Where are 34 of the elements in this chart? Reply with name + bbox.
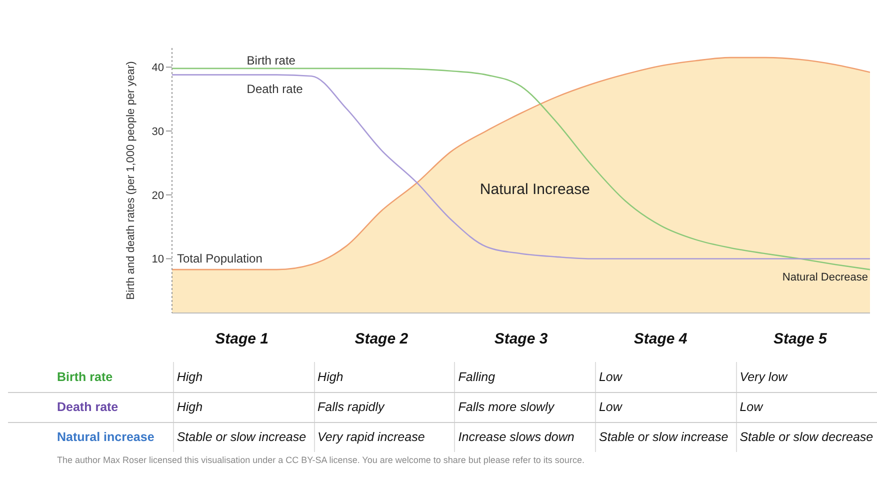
text: High xyxy=(173,392,314,422)
series-label: Birth rate xyxy=(246,53,296,68)
text: Falls rapidly xyxy=(314,392,455,422)
annotation: Natural Decrease xyxy=(782,272,868,284)
text: Low xyxy=(736,392,877,422)
annotation: Natural Increase xyxy=(480,180,590,198)
text: Very low xyxy=(736,362,877,392)
x-tick-label: Stage 1 xyxy=(215,330,268,348)
y-tick-label: 20 xyxy=(152,190,164,202)
text: Natural increase xyxy=(56,429,156,446)
series-label: Death rate xyxy=(246,82,304,96)
series-label: Total Population xyxy=(177,251,262,266)
y-tick-label: 10 xyxy=(152,254,164,266)
text: Low xyxy=(595,362,736,392)
text: Stable or slow decrease xyxy=(736,422,877,452)
x-tick-label: Stage 3 xyxy=(494,330,548,348)
text: Low xyxy=(595,392,736,422)
x-tick-label: Stage 5 xyxy=(774,330,828,348)
text: Falling xyxy=(454,362,596,392)
y-tick-label: 30 xyxy=(152,126,164,138)
y-axis-title: Birth and death rates (per 1,000 people per year) xyxy=(124,61,137,300)
text: Very rapid increase xyxy=(314,422,455,452)
text: High xyxy=(173,362,314,392)
text: Birth rate xyxy=(8,362,174,392)
text: Stable or slow increase xyxy=(595,422,736,452)
text: Death rate xyxy=(8,392,174,422)
x-tick-label: Stage 2 xyxy=(354,330,409,348)
text: Stable or slow increase xyxy=(173,422,314,452)
text: Falls more slowly xyxy=(454,392,596,422)
text: The author Max Roser licensed this visualisation under a CC BY-SA license. You are welcome to share but please refer to its source. xyxy=(56,455,586,465)
y-tick-label: 40 xyxy=(152,62,164,74)
text: High xyxy=(314,362,455,392)
text: Increase slows down xyxy=(454,422,596,452)
x-tick-label: Stage 4 xyxy=(634,330,688,348)
